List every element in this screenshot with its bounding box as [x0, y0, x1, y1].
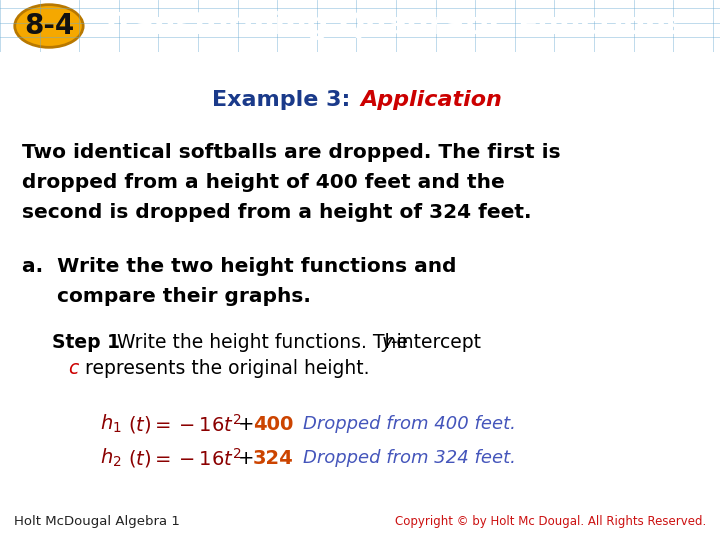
Text: Two identical softballs are dropped. The first is: Two identical softballs are dropped. The… — [22, 143, 561, 161]
Text: +: + — [238, 415, 254, 434]
Text: second is dropped from a height of 324 feet.: second is dropped from a height of 324 f… — [22, 202, 531, 221]
Text: 324: 324 — [253, 449, 294, 468]
Text: y: y — [381, 333, 392, 352]
Text: Application: Application — [360, 90, 502, 110]
Text: $(t) = -16t^2$: $(t) = -16t^2$ — [128, 446, 242, 470]
Text: c: c — [68, 359, 78, 377]
Text: a.  Write the two height functions and: a. Write the two height functions and — [22, 258, 456, 276]
Text: $h_{2}$: $h_{2}$ — [100, 447, 122, 469]
Text: Transforming Quadratic Functions: Transforming Quadratic Functions — [101, 11, 684, 40]
Text: Copyright © by Holt Mc Dougal. All Rights Reserved.: Copyright © by Holt Mc Dougal. All Right… — [395, 516, 706, 529]
Text: represents the original height.: represents the original height. — [79, 359, 369, 377]
Text: dropped from a height of 400 feet and the: dropped from a height of 400 feet and th… — [22, 172, 505, 192]
Text: $h_{1}$: $h_{1}$ — [100, 413, 122, 435]
Text: Dropped from 400 feet.: Dropped from 400 feet. — [303, 415, 516, 433]
Text: 8-4: 8-4 — [24, 12, 74, 40]
Text: +: + — [238, 449, 254, 468]
Text: -intercept: -intercept — [390, 333, 481, 352]
Text: compare their graphs.: compare their graphs. — [22, 287, 311, 307]
Text: Write the height functions. The: Write the height functions. The — [111, 333, 414, 352]
Ellipse shape — [14, 5, 84, 48]
Text: 400: 400 — [253, 415, 293, 434]
Text: Dropped from 324 feet.: Dropped from 324 feet. — [303, 449, 516, 467]
Text: $(t) = -16t^2$: $(t) = -16t^2$ — [128, 412, 242, 436]
Text: Example 3:: Example 3: — [212, 90, 358, 110]
Text: Step 1: Step 1 — [52, 333, 120, 352]
Text: Holt McDougal Algebra 1: Holt McDougal Algebra 1 — [14, 516, 180, 529]
